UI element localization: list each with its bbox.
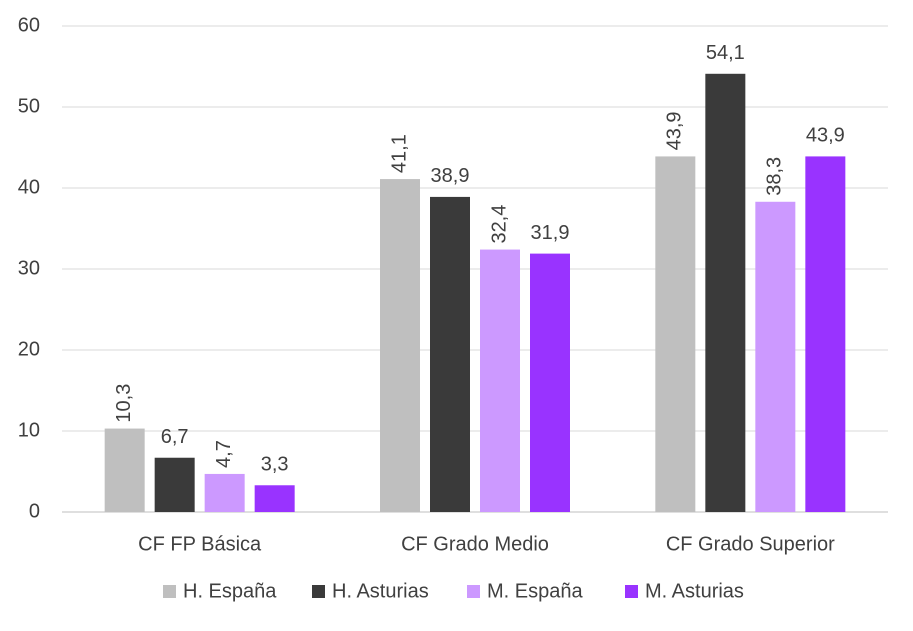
data-label: 6,7 <box>161 426 189 448</box>
data-label: 10,3 <box>113 384 135 423</box>
bar <box>104 428 145 512</box>
legend-swatch <box>312 585 325 598</box>
data-label: 31,9 <box>531 222 570 244</box>
y-tick-label: 40 <box>18 176 40 198</box>
y-tick-label: 50 <box>18 95 40 117</box>
x-tick-label: CF FP Básica <box>138 533 262 555</box>
data-label: 32,4 <box>488 205 510 244</box>
bar <box>204 473 245 512</box>
bar <box>530 253 570 513</box>
legend-label: M. España <box>487 580 583 602</box>
bar <box>755 201 796 512</box>
y-tick-label: 0 <box>29 500 40 522</box>
legend-swatch <box>467 585 480 598</box>
y-tick-label: 20 <box>18 338 40 360</box>
legend-label: H. España <box>183 580 277 602</box>
data-label: 41,1 <box>388 134 410 173</box>
x-tick-label: CF Grado Superior <box>666 533 835 555</box>
y-tick-label: 60 <box>18 14 40 36</box>
bar <box>805 156 846 512</box>
bar <box>154 457 195 512</box>
legend-label: H. Asturias <box>332 580 429 602</box>
data-label: 43,9 <box>806 125 845 147</box>
legend-label: M. Asturias <box>645 580 744 602</box>
bar <box>380 179 420 512</box>
data-label: 54,1 <box>706 42 745 64</box>
bar <box>254 485 295 512</box>
data-label: 4,7 <box>213 440 235 468</box>
data-label: 38,3 <box>764 157 786 196</box>
bar <box>655 156 696 512</box>
legend-swatch <box>625 585 638 598</box>
bar <box>480 249 520 512</box>
legend-swatch <box>163 585 176 598</box>
data-label: 3,3 <box>261 454 289 476</box>
y-tick-label: 30 <box>18 257 40 279</box>
data-label: 43,9 <box>664 111 686 150</box>
x-tick-label: CF Grado Medio <box>401 533 549 555</box>
bar <box>705 73 746 512</box>
data-label: 38,9 <box>431 165 470 187</box>
bar <box>430 196 470 512</box>
y-tick-label: 10 <box>18 419 40 441</box>
